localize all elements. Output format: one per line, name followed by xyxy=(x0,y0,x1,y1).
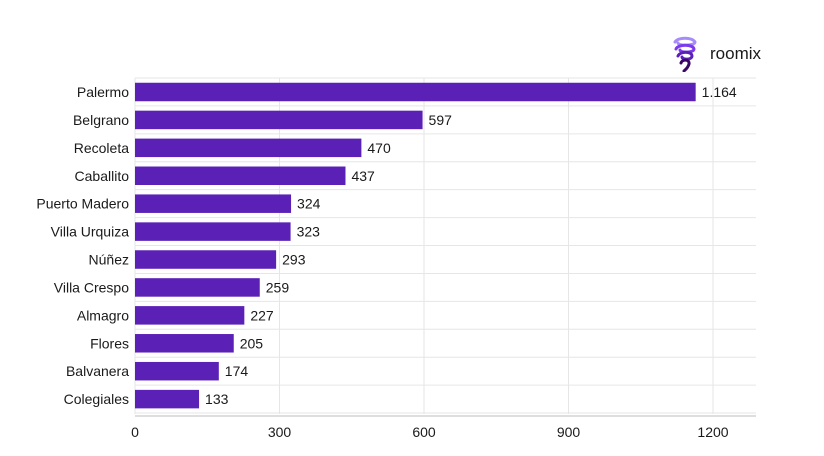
bars xyxy=(135,82,696,409)
category-label: Colegiales xyxy=(64,391,129,407)
bar xyxy=(135,361,219,381)
category-label: Recoleta xyxy=(74,140,129,156)
value-label: 324 xyxy=(297,196,321,212)
value-label: 470 xyxy=(367,140,391,156)
bar xyxy=(135,110,423,130)
brand-logo: roomix xyxy=(672,36,761,72)
category-label: Balvanera xyxy=(66,363,129,379)
bar xyxy=(135,334,234,353)
bar xyxy=(135,389,200,409)
category-label: Flores xyxy=(90,335,129,351)
grid-lines xyxy=(134,77,756,414)
category-label: Caballito xyxy=(75,168,130,184)
category-labels: Palermo Belgrano Recoleta Caballito Puerto M… xyxy=(36,84,129,407)
bar xyxy=(135,194,292,213)
x-tick-label: 300 xyxy=(268,424,292,440)
value-labels: 1.164 597 470 437 324 323 293 259 227 205 174 133 xyxy=(205,84,737,407)
bar xyxy=(135,138,362,158)
category-label: Belgrano xyxy=(73,112,129,128)
bar xyxy=(135,306,245,325)
roomix-swirl-icon xyxy=(673,36,697,72)
x-tick-label: 1200 xyxy=(697,424,728,440)
value-label: 174 xyxy=(225,363,249,379)
value-label: 293 xyxy=(282,252,306,268)
category-label: Almagro xyxy=(77,307,129,323)
bar xyxy=(135,222,291,241)
value-label: 259 xyxy=(266,279,290,295)
value-label: 597 xyxy=(429,112,453,128)
value-label: 437 xyxy=(351,168,375,184)
bar xyxy=(135,278,260,297)
category-label: Núñez xyxy=(89,252,129,268)
category-label: Villa Crespo xyxy=(54,279,129,295)
category-label: Puerto Madero xyxy=(36,196,129,212)
bar xyxy=(135,250,277,269)
value-label: 1.164 xyxy=(702,84,737,100)
bar xyxy=(135,82,696,102)
x-tick-label: 900 xyxy=(557,424,581,440)
value-label: 227 xyxy=(250,307,274,323)
value-label: 205 xyxy=(240,335,264,351)
x-axis: 0 300 600 900 1200 xyxy=(131,415,756,440)
brand-name: roomix xyxy=(710,44,762,63)
category-label: Villa Urquiza xyxy=(51,224,130,240)
x-tick-label: 600 xyxy=(412,424,436,440)
value-label: 133 xyxy=(205,391,229,407)
category-label: Palermo xyxy=(77,84,129,100)
x-tick-label: 0 xyxy=(131,424,139,440)
bar xyxy=(135,166,346,186)
value-label: 323 xyxy=(297,224,321,240)
